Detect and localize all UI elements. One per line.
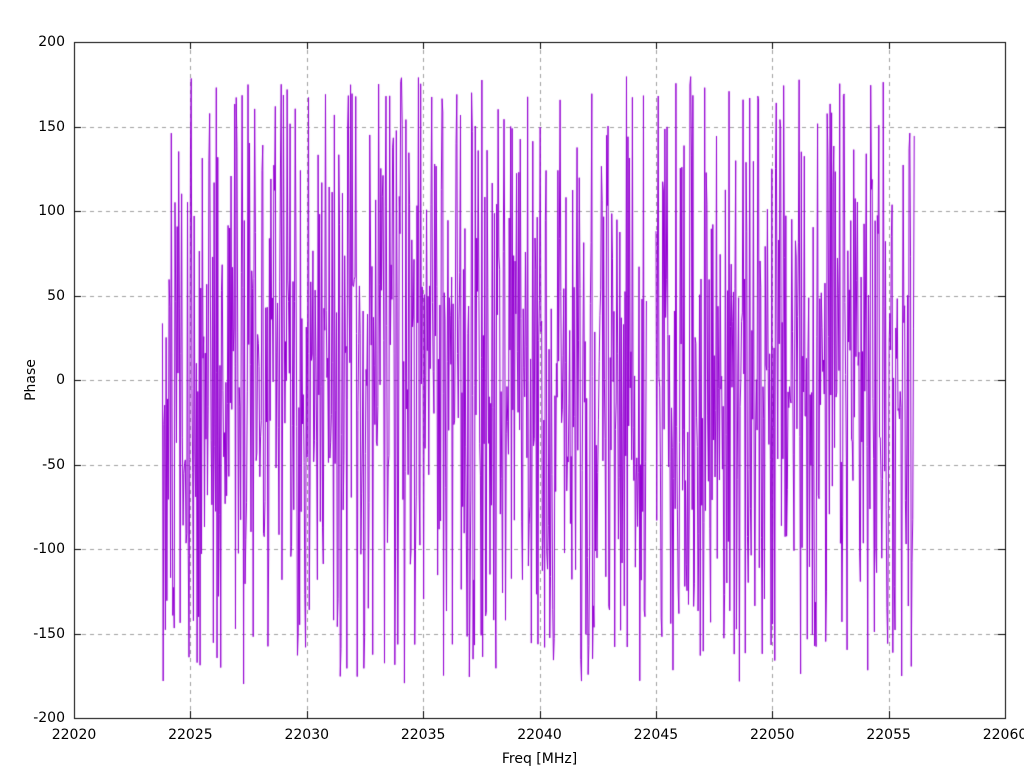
y-tick-label: 50 — [47, 287, 65, 304]
y-tick-label: -200 — [33, 710, 65, 726]
x-tick-label: 22030 — [284, 727, 330, 743]
y-axis-title: Phase — [22, 359, 39, 401]
y-tick-label: 150 — [38, 118, 65, 135]
x-tick-label: 22060 — [982, 727, 1024, 743]
x-axis-title: Freq [MHz] — [501, 751, 578, 767]
y-tick-label: -150 — [33, 625, 65, 642]
y-tick-label: -50 — [42, 456, 65, 473]
x-tick-label: 22055 — [866, 727, 911, 743]
y-tick-label: 0 — [56, 372, 65, 388]
y-tick-label: 200 — [38, 34, 65, 50]
x-tick-label: 22040 — [517, 727, 562, 743]
x-tick-label: 22045 — [633, 727, 679, 743]
x-tick-label: 22035 — [400, 727, 446, 743]
x-tick-label: 22025 — [168, 727, 213, 743]
y-tick-label: 100 — [38, 203, 65, 219]
x-tick-label: 22020 — [51, 727, 97, 743]
y-tick-label: -100 — [33, 541, 65, 557]
x-tick-label: 22050 — [749, 727, 795, 743]
